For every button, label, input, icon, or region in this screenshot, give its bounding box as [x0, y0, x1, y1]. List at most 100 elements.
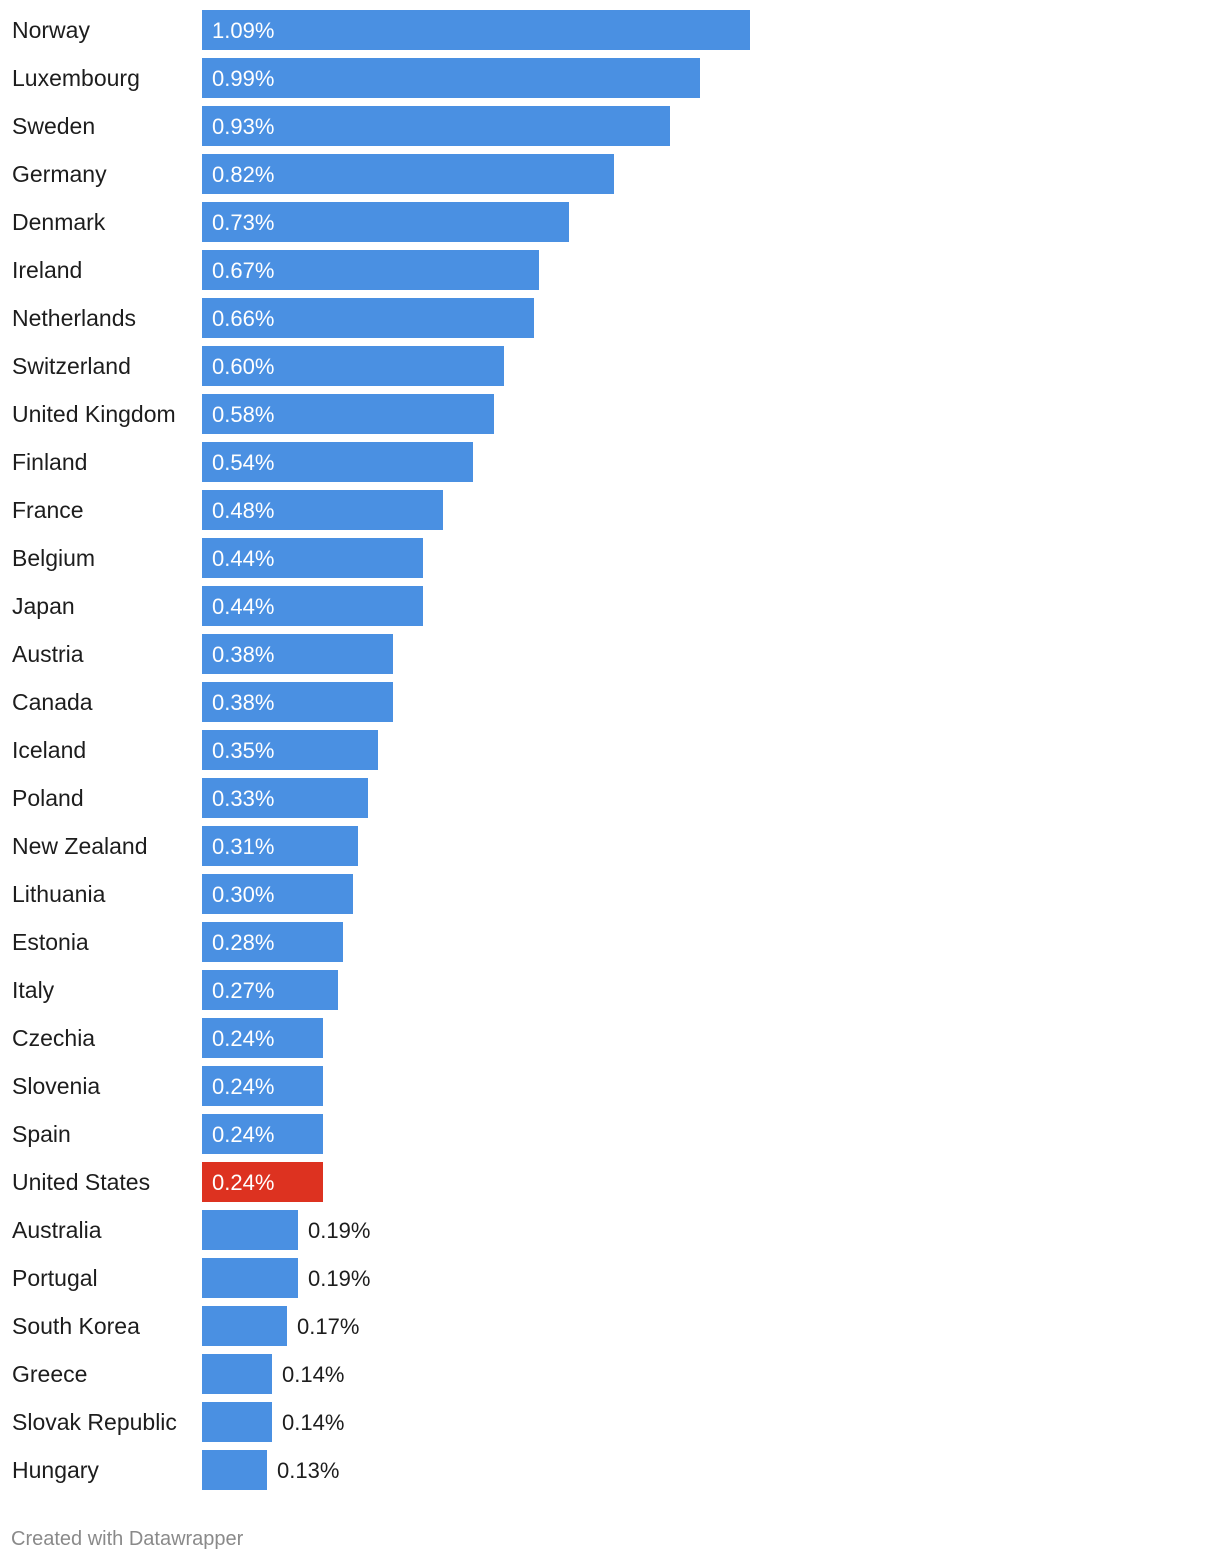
category-label: Australia: [12, 1217, 102, 1243]
bar-row: New Zealand 0.31%: [12, 826, 358, 866]
category-label: Austria: [12, 641, 84, 667]
bar: [202, 1018, 323, 1058]
category-label: Netherlands: [12, 305, 136, 331]
bar-row: Sweden 0.93%: [12, 106, 670, 146]
value-label: 0.24%: [212, 1026, 274, 1051]
bar-row: Slovak Republic 0.14%: [12, 1402, 344, 1442]
bar-highlight: [202, 1162, 323, 1202]
bar-row: Estonia 0.28%: [12, 922, 343, 962]
bar: [202, 1402, 272, 1442]
value-label: 1.09%: [212, 18, 274, 43]
bar-row: Slovenia 0.24%: [12, 1066, 323, 1106]
bar: [202, 874, 353, 914]
value-label: 0.14%: [282, 1410, 344, 1435]
value-label: 0.33%: [212, 786, 274, 811]
value-label: 0.58%: [212, 402, 274, 427]
bar-row: Norway 1.09%: [12, 10, 750, 50]
bar-row: Switzerland 0.60%: [12, 346, 504, 386]
bar: [202, 682, 393, 722]
bar-row: Ireland 0.67%: [12, 250, 539, 290]
bar: [202, 1258, 298, 1298]
value-label: 0.28%: [212, 930, 274, 955]
value-label: 0.14%: [282, 1362, 344, 1387]
bar-row: Canada 0.38%: [12, 682, 393, 722]
category-label: Japan: [12, 593, 75, 619]
category-label: Estonia: [12, 929, 89, 955]
category-label: Denmark: [12, 209, 106, 235]
value-label: 0.44%: [212, 546, 274, 571]
bar: [202, 1066, 323, 1106]
bar: [202, 106, 670, 146]
value-label: 0.30%: [212, 882, 274, 907]
bar: [202, 1210, 298, 1250]
bar-row: United Kingdom 0.58%: [12, 394, 494, 434]
bar: [202, 346, 504, 386]
category-label: Iceland: [12, 737, 86, 763]
category-label: United States: [12, 1169, 150, 1195]
bar: [202, 250, 539, 290]
category-label: Finland: [12, 449, 87, 475]
value-label: 0.35%: [212, 738, 274, 763]
bar: [202, 970, 338, 1010]
bar-row: Greece 0.14%: [12, 1354, 344, 1394]
bar-row: Finland 0.54%: [12, 442, 473, 482]
bar-row: Lithuania 0.30%: [12, 874, 353, 914]
bar-row: Poland 0.33%: [12, 778, 368, 818]
value-label: 0.19%: [308, 1218, 370, 1243]
value-label: 0.17%: [297, 1314, 359, 1339]
category-label: Germany: [12, 161, 107, 187]
category-label: Ireland: [12, 257, 82, 283]
category-label: Switzerland: [12, 353, 131, 379]
bar: [202, 154, 614, 194]
bar-row: Iceland 0.35%: [12, 730, 378, 770]
value-label: 0.60%: [212, 354, 274, 379]
bar: [202, 1306, 287, 1346]
category-label: Slovenia: [12, 1073, 100, 1099]
value-label: 0.73%: [212, 210, 274, 235]
bar: [202, 1114, 323, 1154]
category-label: Greece: [12, 1361, 87, 1387]
value-label: 0.93%: [212, 114, 274, 139]
bar-row: Netherlands 0.66%: [12, 298, 534, 338]
bar: [202, 58, 700, 98]
bar: [202, 538, 423, 578]
bar-row: Belgium 0.44%: [12, 538, 423, 578]
bar-row: Czechia 0.24%: [12, 1018, 323, 1058]
value-label: 0.38%: [212, 690, 274, 715]
datawrapper-credit: Created with Datawrapper: [11, 1528, 244, 1550]
value-label: 0.99%: [212, 66, 274, 91]
category-label: Lithuania: [12, 881, 106, 907]
value-label: 0.44%: [212, 594, 274, 619]
value-label: 0.31%: [212, 834, 274, 859]
value-label: 0.38%: [212, 642, 274, 667]
category-label: Slovak Republic: [12, 1409, 177, 1435]
category-label: Hungary: [12, 1457, 99, 1483]
value-label: 0.82%: [212, 162, 274, 187]
category-label: Portugal: [12, 1265, 98, 1291]
bar: [202, 10, 750, 50]
bar: [202, 586, 423, 626]
bar-row: Portugal 0.19%: [12, 1258, 370, 1298]
bar: [202, 1354, 272, 1394]
bar-row: Spain 0.24%: [12, 1114, 323, 1154]
value-label: 0.54%: [212, 450, 274, 475]
bar: [202, 298, 534, 338]
bar-chart: Norway 1.09% Luxembourg 0.99% Sweden 0.93% Ger…: [12, 10, 750, 1490]
value-label: 0.66%: [212, 306, 274, 331]
bar: [202, 730, 378, 770]
value-label: 0.24%: [212, 1170, 274, 1195]
category-label: South Korea: [12, 1313, 140, 1339]
bar: [202, 922, 343, 962]
value-label: 0.48%: [212, 498, 274, 523]
category-label: Czechia: [12, 1025, 95, 1051]
bar-row: Australia 0.19%: [12, 1210, 370, 1250]
bar: [202, 490, 443, 530]
category-label: New Zealand: [12, 833, 148, 859]
value-label: 0.19%: [308, 1266, 370, 1291]
bar-row: United States 0.24%: [12, 1162, 323, 1202]
category-label: United Kingdom: [12, 401, 176, 427]
category-label: Belgium: [12, 545, 95, 571]
bar-row: Germany 0.82%: [12, 154, 614, 194]
bar-row: France 0.48%: [12, 490, 443, 530]
bar: [202, 1450, 267, 1490]
